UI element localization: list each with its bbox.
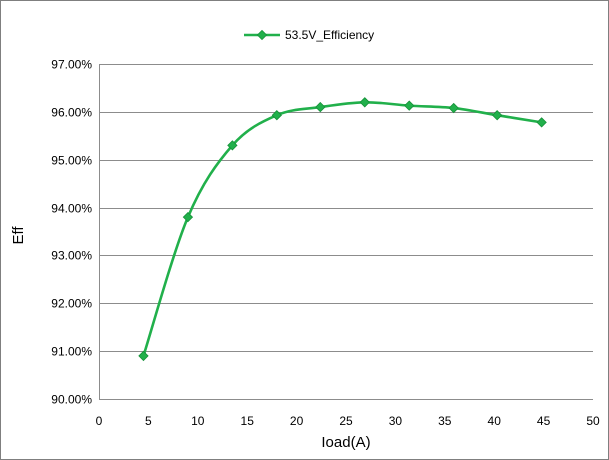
data-point	[536, 117, 547, 128]
y-tick-label: 96.00%	[51, 106, 92, 120]
y-axis-title: Eff	[10, 226, 27, 245]
gridlines	[99, 64, 593, 352]
x-tick-label: 45	[537, 414, 551, 428]
x-tick-label: 5	[145, 414, 152, 428]
x-tick-label: 35	[438, 414, 452, 428]
data-point	[448, 102, 459, 114]
data-point	[315, 101, 326, 113]
x-tick-labels: 0 5 10 15 20 25 30 35 40 45 50	[96, 414, 600, 428]
y-tick-label: 93.00%	[51, 249, 92, 263]
y-tick-labels: 90.00% 91.00% 92.00% 93.00% 94.00% 95.00% 96.0…	[51, 58, 92, 407]
x-tick-label: 15	[241, 414, 255, 428]
legend-label: 53.5V_Efficiency	[285, 28, 374, 42]
data-point	[271, 110, 283, 121]
x-tick-label: 30	[389, 414, 403, 428]
y-tick-label: 91.00%	[51, 345, 92, 359]
y-tick-label: 92.00%	[51, 297, 92, 311]
x-tick-label: 50	[586, 414, 600, 428]
data-point	[359, 97, 370, 108]
data-point	[182, 211, 194, 223]
x-tick-label: 40	[488, 414, 502, 428]
legend-marker	[256, 29, 268, 41]
legend: 53.5V_Efficiency	[244, 28, 374, 42]
data-point	[138, 350, 149, 362]
series-line	[142, 100, 543, 358]
x-tick-label: 0	[96, 414, 103, 428]
data-point	[491, 110, 503, 121]
axes	[99, 64, 593, 400]
x-axis-title: Ioad(A)	[321, 434, 370, 451]
x-tick-label: 20	[290, 414, 304, 428]
x-tick-label: 10	[191, 414, 205, 428]
y-tick-label: 94.00%	[51, 202, 92, 216]
series-group	[138, 97, 547, 362]
y-tick-label: 97.00%	[51, 58, 92, 72]
x-tick-label: 25	[339, 414, 353, 428]
y-tick-label: 95.00%	[51, 154, 92, 168]
data-point	[227, 140, 238, 151]
y-tick-label: 90.00%	[51, 393, 92, 407]
data-point	[404, 100, 415, 111]
